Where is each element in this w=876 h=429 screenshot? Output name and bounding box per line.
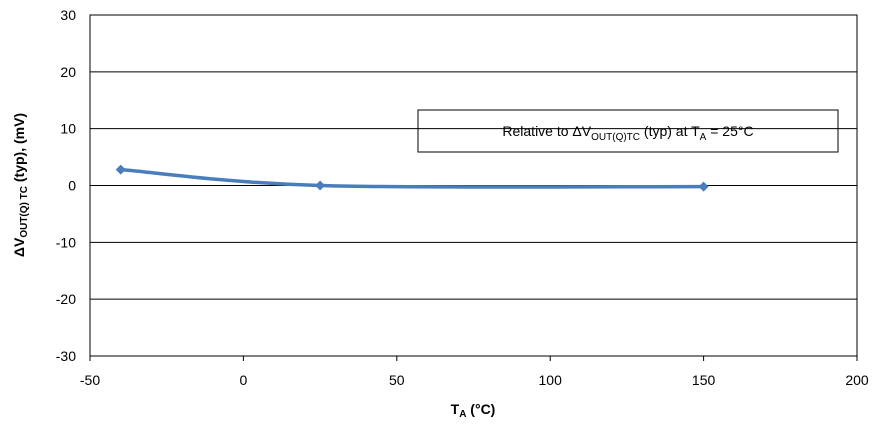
label-part: (°C) [466, 401, 495, 417]
x-tick-label: 200 [845, 372, 869, 388]
y-tick-label: 30 [60, 7, 76, 23]
series-line [120, 167, 704, 189]
label-part: ΔV [11, 237, 27, 257]
x-tick-label: 50 [389, 372, 405, 388]
x-tick-label: 100 [539, 372, 563, 388]
label-sub: A [459, 409, 466, 420]
marker [315, 180, 326, 191]
y-tick-label: 10 [60, 121, 76, 137]
x-tick-label: 0 [240, 372, 248, 388]
annotation-part: = 25°C [706, 123, 753, 139]
y-tick-label: -20 [56, 291, 76, 307]
x-tick-label: -50 [80, 372, 100, 388]
annotation-part: Relative to ΔV [502, 123, 591, 139]
y-tick-label: -30 [56, 348, 76, 364]
x-tick-label: 150 [692, 372, 716, 388]
annotation-sub: OUT(Q)TC [591, 132, 640, 143]
marker [698, 181, 709, 192]
y-tick-label: 0 [68, 178, 76, 194]
annotation-part: (typ) at T [640, 123, 700, 139]
label-part: (typ), (mV) [11, 113, 27, 186]
annotation-box [417, 109, 839, 153]
annotation: Relative to ΔVOUT(Q)TC (typ) at TA = 25°… [502, 123, 753, 143]
label-sub: OUT(Q) TC [19, 186, 30, 238]
y-axis-label: ΔVOUT(Q) TC (typ), (mV) [11, 113, 30, 257]
x-axis-label: TA (°C) [451, 401, 496, 420]
y-tick-label: 20 [60, 64, 76, 80]
y-tick-label: -10 [56, 234, 76, 250]
annotation-sub: A [700, 132, 707, 143]
marker [115, 164, 126, 175]
label-part: T [451, 401, 460, 417]
